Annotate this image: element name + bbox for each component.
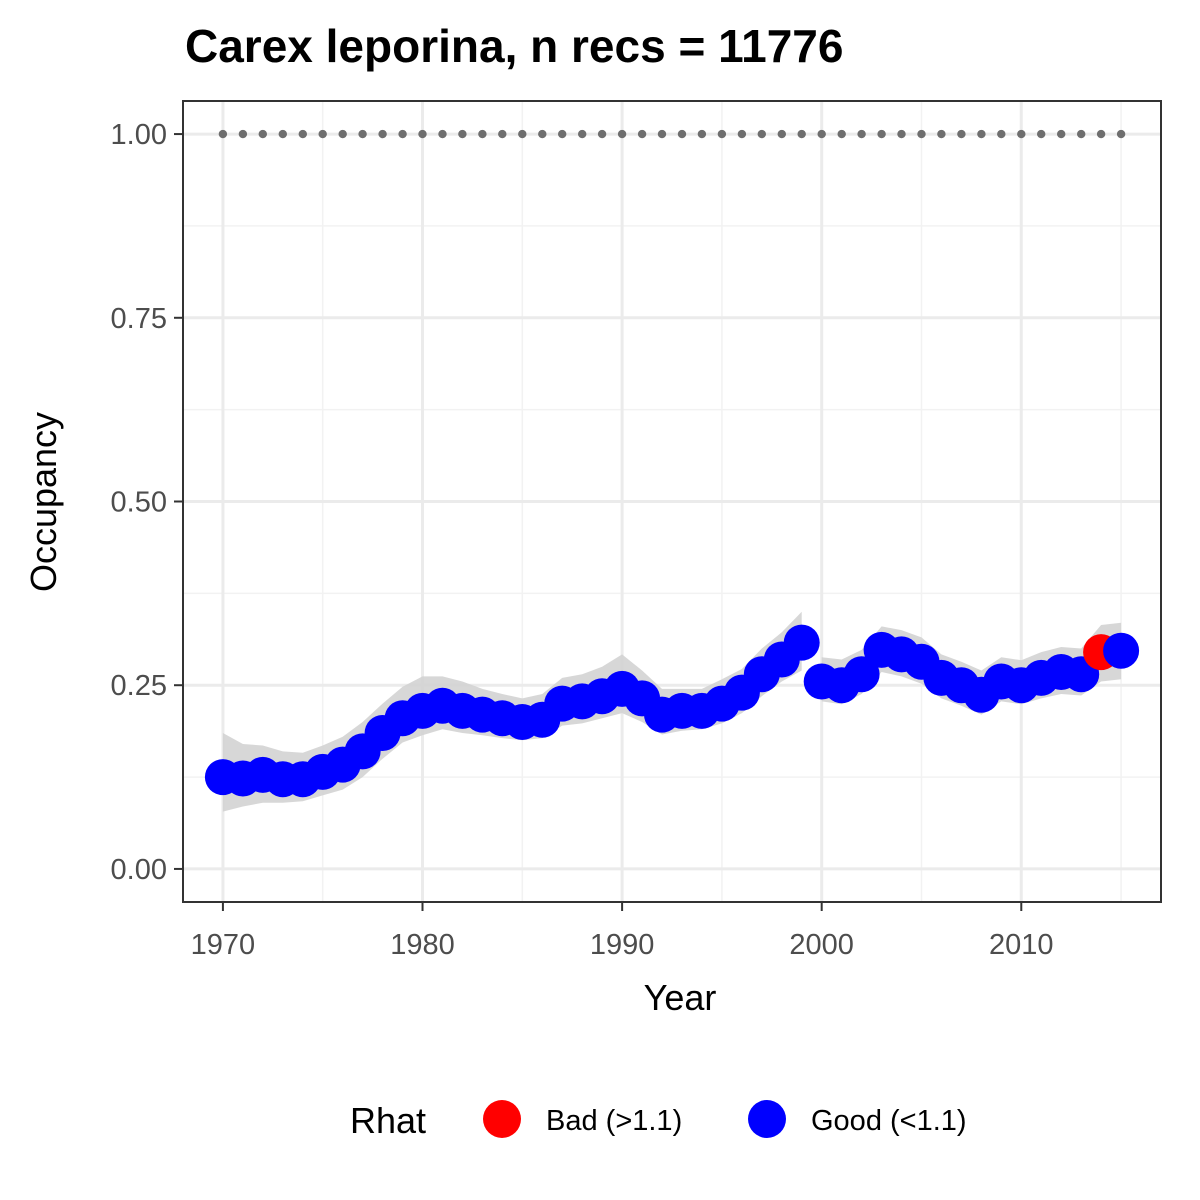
x-tick-label: 2000 (789, 929, 854, 961)
y-tick-label: 0.75 (111, 303, 167, 335)
reference-dot (717, 129, 727, 139)
x-tick-label: 2010 (989, 929, 1054, 961)
reference-dot (737, 129, 747, 139)
reference-dot (478, 129, 487, 139)
reference-dot (558, 129, 567, 139)
reference-dot (777, 129, 786, 139)
reference-dot (218, 129, 228, 139)
reference-line (218, 129, 1126, 139)
reference-dot (538, 129, 547, 139)
reference-dot (937, 129, 946, 139)
reference-dot (697, 129, 707, 139)
reference-dot (258, 129, 267, 139)
reference-dot (1116, 129, 1126, 139)
reference-dot (1096, 129, 1106, 139)
data-point-1999 (783, 624, 820, 661)
x-tick-label: 1990 (590, 929, 655, 961)
reference-dot (657, 129, 667, 139)
legend-title: Rhat (350, 1100, 426, 1141)
y-tick-label: 0.25 (111, 670, 167, 702)
legend: Rhat Bad (>1.1) Good (<1.1) (350, 1100, 967, 1141)
reference-dot (578, 129, 587, 139)
reference-dot (338, 129, 347, 139)
reference-dot (298, 129, 307, 139)
reference-dot (797, 129, 806, 139)
y-axis: 0.00 0.25 0.50 0.75 1.00 (111, 119, 183, 886)
x-axis: 1970 1980 1990 2000 2010 (191, 902, 1054, 961)
reference-dot (518, 129, 527, 139)
reference-dot (358, 129, 367, 139)
legend-swatch-bad (483, 1100, 521, 1138)
reference-dot (378, 129, 387, 139)
reference-dot (318, 129, 327, 139)
reference-dot (857, 129, 866, 139)
chart-title: Carex leporina, n recs = 11776 (185, 20, 843, 72)
x-tick-label: 1980 (390, 929, 455, 961)
data-points (204, 624, 1140, 798)
reference-dot (957, 129, 966, 139)
y-axis-title: Occupancy (23, 412, 64, 592)
reference-dot (837, 129, 846, 139)
reference-dot (398, 129, 407, 139)
reference-dot (977, 129, 986, 139)
reference-dot (897, 129, 906, 139)
reference-dot (757, 129, 766, 139)
reference-dot (917, 129, 926, 139)
legend-label-good: Good (<1.1) (811, 1105, 967, 1137)
reference-dot (458, 129, 467, 139)
data-point-2002 (843, 656, 880, 693)
reference-dot (238, 129, 248, 139)
reference-dot (597, 129, 607, 139)
data-point-2015 (1103, 632, 1140, 669)
y-tick-label: 0.50 (111, 487, 167, 519)
reference-dot (498, 129, 507, 139)
reference-dot (997, 129, 1006, 139)
reference-dot (418, 129, 427, 139)
y-tick-label: 0.00 (111, 854, 167, 886)
reference-dot (617, 129, 627, 139)
reference-dot (817, 129, 826, 139)
legend-swatch-good (748, 1100, 786, 1138)
reference-dot (438, 129, 447, 139)
reference-dot (1057, 129, 1066, 139)
reference-dot (1077, 129, 1086, 139)
reference-dot (637, 129, 647, 139)
reference-dot (877, 129, 886, 139)
x-tick-label: 1970 (191, 929, 256, 961)
reference-dot (1037, 129, 1046, 139)
y-tick-label: 1.00 (111, 119, 167, 151)
reference-dot (278, 129, 287, 139)
x-axis-title: Year (644, 977, 717, 1018)
reference-dot (677, 129, 687, 139)
legend-label-bad: Bad (>1.1) (546, 1105, 682, 1137)
reference-dot (1017, 129, 1026, 139)
